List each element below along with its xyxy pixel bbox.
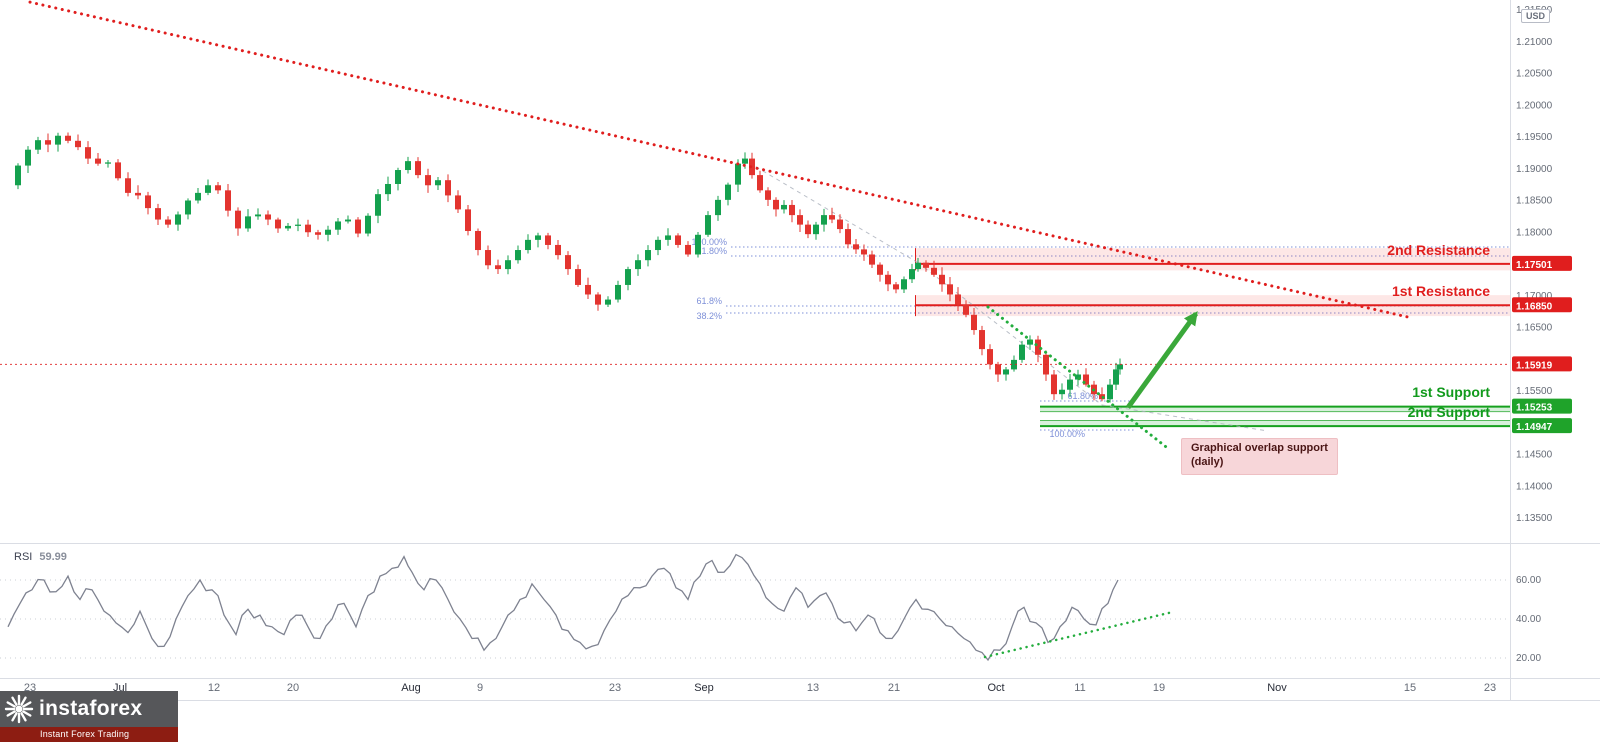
rsi-indicator-label[interactable]: RSI 59.99 [14,551,67,563]
price-axis-tick: 1.17000 [1516,291,1553,302]
fib-label: 38.2% [696,311,722,321]
price-axis-tick: 1.19000 [1516,164,1553,175]
support-zone[interactable] [1040,406,1510,412]
price-badge [1512,356,1572,372]
price-badge-label: 1.15919 [1516,360,1553,371]
time-axis-tick: 15 [1404,682,1416,694]
price-badge [1512,297,1572,313]
price-badge-label: 1.14947 [1516,422,1553,433]
price-badge-label: 1.17501 [1516,260,1553,271]
projection-arrow[interactable] [1125,311,1199,409]
overlap-note-line2: (daily) [1191,455,1224,468]
fib-connector-line [917,262,1103,406]
price-axis-tick: 1.20000 [1516,100,1553,111]
watermark-logo-row: instaforex [0,691,178,727]
time-axis-tick: 11 [1074,682,1085,694]
price-axis-tick: 1.18500 [1516,196,1553,207]
fib-connector-line [741,158,919,264]
fib-label: 61.80% [1067,391,1098,401]
watermark-brand: instaforex [39,697,143,720]
time-axis-tick: Nov [1267,682,1287,694]
time-axis-tick: 23 [609,682,621,694]
price-axis-tick: 1.18000 [1516,227,1553,238]
candlestick-series [15,132,1123,403]
second-support-label[interactable]: 2nd Support [1407,404,1490,420]
time-axis-tick: 23 [1484,682,1496,694]
price-badge-label: 1.15253 [1516,403,1553,414]
price-badge [1512,418,1572,434]
fib-label: 100.00% [691,237,727,247]
time-axis-tick: 12 [208,682,220,694]
instaforex-watermark: instaforex Instant Forex Trading [0,691,178,742]
descending-trendline[interactable] [28,0,1414,320]
rsi-axis-tick: 60.00 [1516,575,1541,586]
instaforex-logo-icon [4,694,34,724]
time-axis-tick: 21 [888,682,900,694]
price-axis-tick: 1.16500 [1516,323,1553,334]
price-axis-tick: 1.19500 [1516,132,1553,143]
time-axis-tick: 9 [477,682,483,694]
fib-label: 61.80% [696,246,727,256]
second-resistance-label[interactable]: 2nd Resistance [1387,242,1490,258]
rsi-value: 59.99 [39,551,67,563]
time-axis-tick: Oct [987,682,1004,694]
first-resistance-label[interactable]: 1st Resistance [1391,283,1490,299]
rsi-trendline[interactable] [983,610,1174,659]
green-support-trendline[interactable] [986,305,1172,452]
first-support-label[interactable]: 1st Support [1412,384,1490,400]
price-axis-tick: 1.14000 [1516,481,1553,492]
price-badge [1512,398,1572,414]
overlap-note-line1: Graphical overlap support [1191,442,1328,454]
rsi-name: RSI [14,551,33,563]
currency-badge: USD [1521,9,1551,23]
price-axis-tick: 1.15500 [1516,386,1553,397]
time-axis-tick: 20 [287,682,299,694]
price-axis-tick: 1.13500 [1516,513,1553,524]
time-axis-tick: 19 [1153,682,1165,694]
rsi-axis-tick: 20.00 [1516,653,1541,664]
rsi-line [7,553,1119,662]
time-axis-tick: Sep [694,682,714,694]
fib-label: 100.00% [1049,429,1085,439]
fib-label: 61.8% [696,296,722,306]
price-badge [1512,255,1572,271]
rsi-axis-tick: 40.00 [1516,614,1541,625]
watermark-tagline: Instant Forex Trading [0,727,178,742]
price-axis-tick: 1.21000 [1516,37,1553,48]
time-axis-tick: Aug [401,682,421,694]
overlap-support-note[interactable]: Graphical overlap support (daily) [1181,438,1338,475]
price-axis-tick: 1.14500 [1516,450,1553,461]
time-axis-tick: 13 [807,682,819,694]
price-axis-tick: 1.20500 [1516,69,1553,80]
price-badge-label: 1.16850 [1516,301,1553,312]
support-zone[interactable] [1040,420,1510,427]
